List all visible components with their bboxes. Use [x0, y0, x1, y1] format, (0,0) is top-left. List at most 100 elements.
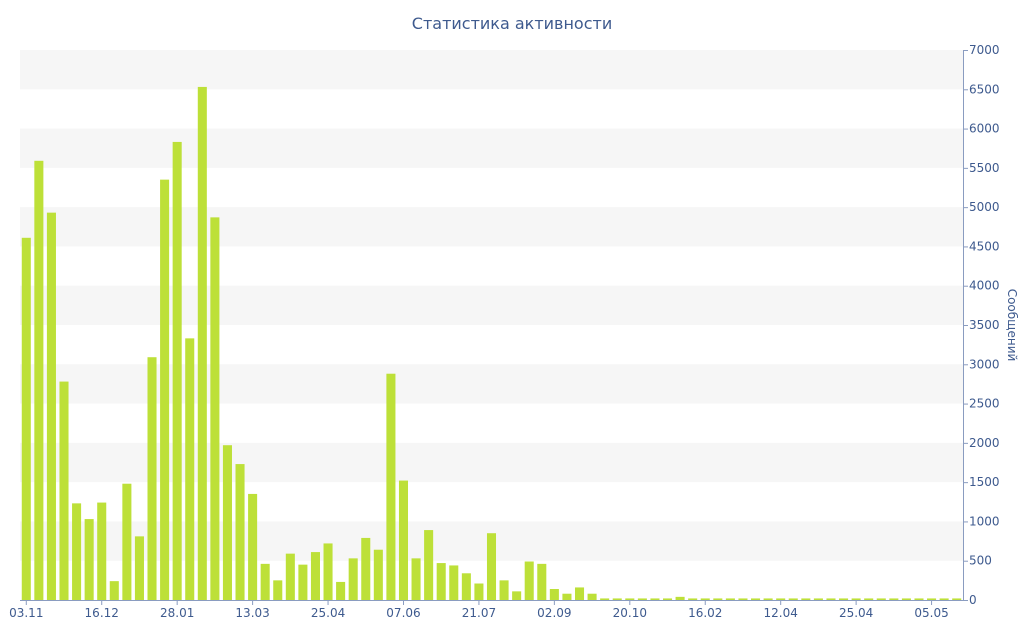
chart-title: Статистика активности — [411, 14, 613, 33]
y-tick-label: 2500 — [969, 397, 1000, 411]
y-tick-label: 2000 — [969, 436, 1000, 450]
bar — [549, 589, 559, 600]
bar — [449, 565, 459, 600]
bar — [46, 212, 56, 600]
bar — [512, 591, 522, 600]
bar — [235, 464, 245, 600]
bar — [260, 563, 270, 600]
x-tick-label: 16.02 — [688, 606, 722, 620]
bar — [776, 598, 786, 600]
y-tick-label: 5000 — [969, 200, 1000, 214]
x-tick-label: 25.04 — [311, 606, 345, 620]
bar — [650, 598, 660, 600]
bar — [398, 480, 409, 600]
bar — [813, 598, 823, 600]
bar — [461, 573, 471, 600]
bar — [285, 553, 295, 600]
bar — [562, 593, 572, 600]
bar — [109, 581, 119, 600]
bar — [160, 179, 170, 600]
bar — [663, 598, 673, 600]
bar — [952, 598, 962, 600]
bars — [21, 86, 962, 601]
y-tick-label: 6500 — [969, 82, 1000, 96]
bar — [348, 558, 358, 600]
x-tick-label: 21.07 — [462, 606, 496, 620]
y-tick-label: 4500 — [969, 239, 1000, 253]
x-tick-label: 28.01 — [160, 606, 194, 620]
x-tick-label: 13.03 — [235, 606, 269, 620]
axes — [20, 50, 968, 605]
y-tick-label: 1000 — [969, 514, 1000, 528]
bar — [751, 598, 761, 600]
y-tick-label: 0 — [969, 593, 977, 607]
bar — [801, 598, 811, 600]
y-tick-label: 3000 — [969, 357, 1000, 371]
grid-band — [20, 128, 963, 168]
x-tick-label: 20.10 — [613, 606, 647, 620]
bar — [411, 558, 421, 600]
x-tick-label: 03.11 — [9, 606, 43, 620]
bar — [612, 598, 622, 600]
x-tick-label: 07.06 — [386, 606, 420, 620]
bar — [901, 598, 911, 600]
bar — [210, 217, 220, 601]
bar — [625, 598, 635, 600]
bar — [84, 519, 94, 600]
bar — [826, 598, 836, 600]
bar — [34, 160, 44, 601]
bar — [310, 552, 320, 600]
tick-labels: 0 500 1000 1500 2000 2500 3000 3500 4000 4500 5000… — [9, 43, 999, 620]
bar — [587, 593, 597, 600]
x-tick-label: 12.04 — [764, 606, 798, 620]
bar — [876, 598, 886, 600]
bar — [688, 598, 698, 600]
bar — [600, 598, 610, 600]
x-tick-label: 02.09 — [537, 606, 571, 620]
bar — [851, 598, 861, 600]
bar — [147, 357, 157, 600]
bar — [700, 598, 710, 600]
bar — [524, 561, 534, 600]
bar — [436, 563, 446, 600]
bar — [763, 598, 773, 600]
bar — [361, 537, 371, 600]
bar — [486, 533, 497, 600]
bar — [637, 598, 647, 600]
bar — [273, 580, 283, 600]
bar — [738, 598, 748, 600]
bar — [336, 581, 346, 600]
bar — [713, 598, 723, 600]
bar — [248, 493, 258, 600]
bar — [185, 338, 195, 600]
y-tick-label: 500 — [969, 554, 992, 568]
bar — [927, 598, 937, 600]
bar — [839, 598, 849, 600]
y-tick-label: 7000 — [969, 43, 1000, 57]
y-tick-label: 5500 — [969, 161, 1000, 175]
x-tick-label: 16.12 — [85, 606, 119, 620]
y-tick-label: 3500 — [969, 318, 1000, 332]
bar — [323, 543, 333, 600]
bar — [574, 587, 585, 600]
grid-band — [20, 50, 963, 90]
bar — [424, 530, 434, 600]
bar — [537, 563, 547, 600]
bar — [939, 598, 949, 600]
bar — [889, 598, 899, 600]
bar — [197, 86, 207, 601]
bar — [386, 373, 396, 600]
y-tick-label: 1500 — [969, 475, 1000, 489]
bar — [788, 598, 798, 600]
bar — [134, 536, 144, 600]
bar — [172, 141, 182, 600]
y-axis-title: Сообщений — [1005, 289, 1019, 362]
bar — [725, 598, 735, 600]
bar — [21, 237, 31, 601]
bar — [499, 580, 509, 600]
bar — [122, 483, 132, 600]
x-tick-label: 05.05 — [914, 606, 948, 620]
bar — [675, 596, 685, 600]
